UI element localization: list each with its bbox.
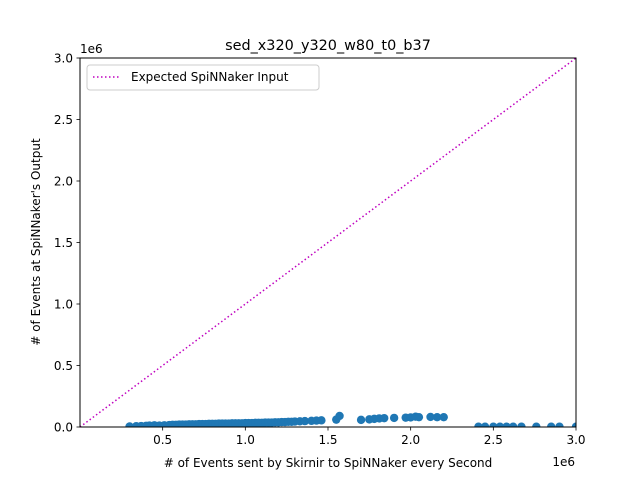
scatter-point [547, 422, 556, 427]
scatter-point [317, 416, 326, 425]
x-tick-label: 2.5 [484, 433, 503, 447]
scatter-point [489, 422, 498, 427]
x-tick-label: 0.5 [153, 433, 172, 447]
scatter-point [300, 416, 310, 426]
scatter-point [555, 422, 564, 427]
scatter-point [389, 413, 399, 423]
scatter-point [439, 412, 448, 422]
x-offset-label: 1e6 [552, 455, 575, 469]
y-tick-label: 2.5 [54, 113, 73, 127]
y-tick-label: 0.5 [54, 359, 73, 373]
scatter-point [125, 422, 134, 427]
scatter-point [502, 422, 511, 427]
y-offset-label: 1e6 [80, 42, 103, 56]
y-tick-label: 2.0 [54, 174, 73, 188]
scatter-point [474, 422, 483, 427]
y-tick-label: 1.5 [54, 236, 73, 250]
plot-area [80, 58, 576, 427]
x-tick-label: 3.0 [566, 433, 585, 447]
scatter-point [495, 422, 505, 427]
y-tick-label: 3.0 [54, 51, 73, 65]
y-tick-label: 0.0 [54, 420, 73, 434]
scatter-point [432, 412, 442, 422]
expected-input-line [80, 58, 576, 427]
scatter-point [380, 413, 389, 423]
legend-box [86, 64, 320, 91]
axis-ticks: 0.5 1.0 1.5 2.0 2.5 3.0 0.0 0.5 1.0 1.5 2.0 2.5 3.0 [54, 51, 586, 447]
scatter-point [414, 412, 424, 422]
scatter-point [532, 422, 541, 427]
x-tick-label: 2.0 [401, 433, 420, 447]
scatter-point [426, 412, 435, 422]
x-tick-label: 1.5 [318, 433, 337, 447]
chart-title: sed_x320_y320_w80_t0_b37 [225, 38, 431, 54]
scatter-point [517, 422, 526, 427]
scatter-point [356, 415, 366, 425]
scatter-point [335, 411, 344, 421]
scatter-point [571, 422, 576, 427]
legend: Expected SpiNNaker Input [86, 64, 320, 91]
legend-label: Expected SpiNNaker Input [131, 70, 289, 84]
plot-series [80, 58, 576, 427]
x-tick-label: 1.0 [236, 433, 255, 447]
y-axis-label: # of Events at SpiNNaker's Output [29, 138, 43, 346]
scatter-point [480, 422, 490, 427]
plot-frame [79, 57, 577, 428]
x-axis-label: # of Events sent by Skirnir to SpiNNaker… [164, 456, 493, 470]
scatter-point [508, 422, 518, 427]
y-tick-label: 1.0 [54, 297, 73, 311]
